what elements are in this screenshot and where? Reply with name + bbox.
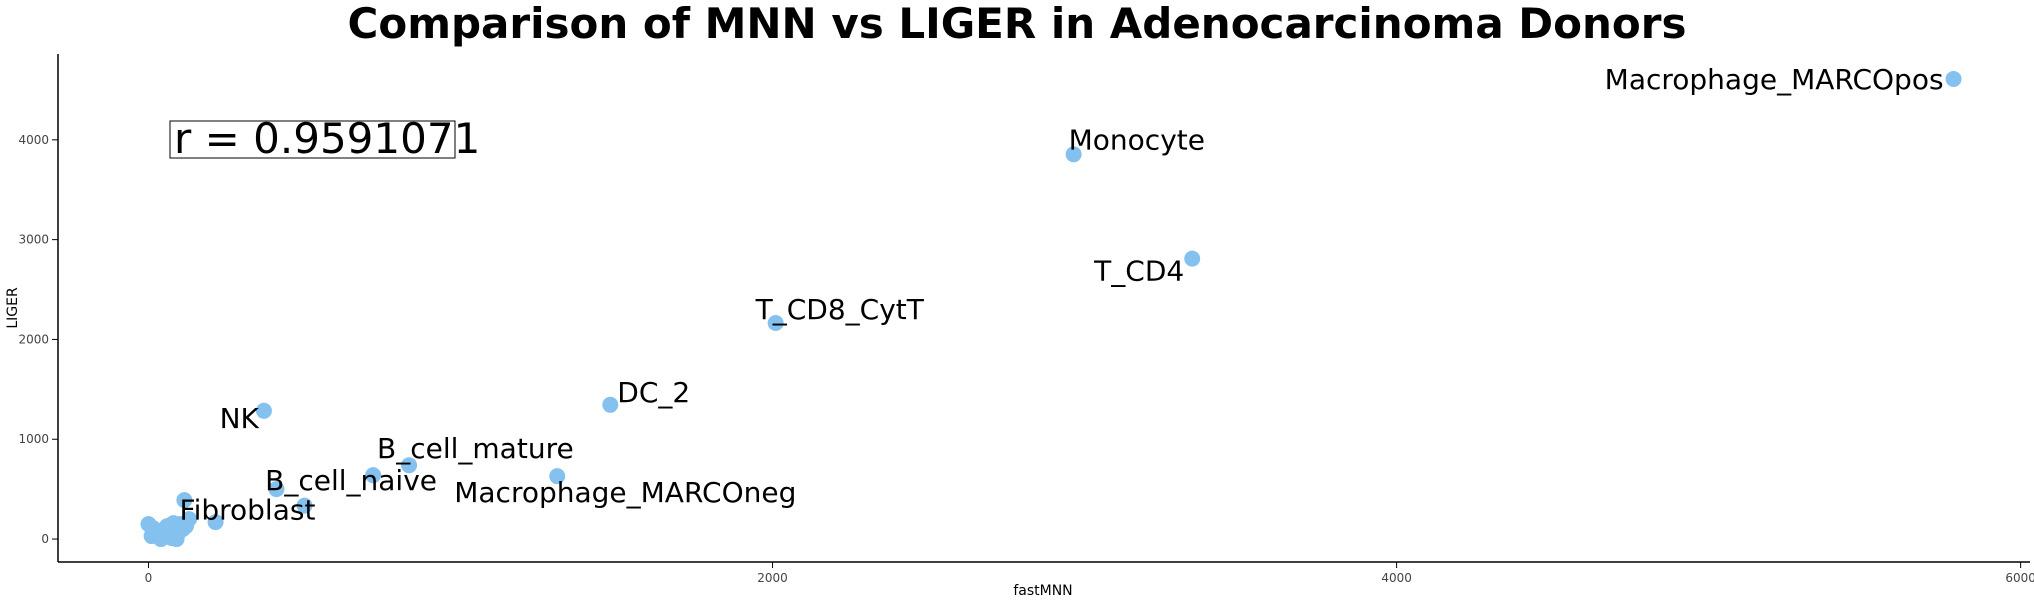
- data-point: [255, 402, 272, 419]
- x-tick-label: 4000: [1381, 571, 1412, 585]
- x-axis-title: fastMNN: [1013, 583, 1072, 599]
- point-label: Macrophage_MARCOpos: [1605, 63, 1944, 96]
- point-label: Macrophage_MARCOneg: [454, 476, 796, 509]
- y-tick-label: 2000: [18, 332, 49, 346]
- data-point: [1065, 146, 1082, 163]
- data-point: [162, 527, 179, 544]
- point-label: NK: [220, 402, 260, 435]
- y-tick-label: 0: [41, 532, 49, 546]
- point-label: B_cell_naive: [265, 464, 437, 497]
- correlation-box: [169, 120, 456, 159]
- data-point: [296, 497, 313, 514]
- data-point: [176, 492, 193, 509]
- chart-title: Comparison of MNN vs LIGER in Adenocarci…: [347, 0, 1687, 48]
- data-point: [401, 457, 418, 474]
- correlation-text: r = 0.9591071: [174, 114, 480, 163]
- x-tick-label: 2000: [757, 571, 788, 585]
- point-label: Fibroblast: [180, 494, 316, 527]
- point-label: T_CD8_CytT: [755, 293, 925, 326]
- data-point: [365, 467, 382, 484]
- correlation-annotation: r = 0.9591071: [169, 114, 480, 163]
- data-point: [602, 396, 619, 413]
- data-point: [268, 481, 285, 498]
- point-label: DC_2: [617, 376, 690, 409]
- point-label: Monocyte: [1069, 123, 1205, 156]
- y-axis-title: LIGER: [5, 287, 21, 329]
- x-tick-label: 6000: [2005, 571, 2034, 585]
- ticks: 0 2000 4000 6000 0 1000 2000 3000 4000: [18, 133, 2034, 585]
- point-labels: Macrophage_MARCOpos Monocyte T_CD4 T_CD8_Cy…: [180, 63, 1944, 527]
- axes: [57, 54, 2030, 563]
- x-tick-label: 0: [145, 571, 153, 585]
- data-point: [1184, 250, 1201, 267]
- y-tick-label: 1000: [18, 432, 49, 446]
- y-tick-label: 3000: [18, 233, 49, 247]
- data-point: [549, 468, 566, 485]
- point-label: T_CD4: [1093, 255, 1184, 288]
- points: [140, 70, 1962, 548]
- data-point: [767, 314, 784, 331]
- data-point: [1945, 70, 1962, 87]
- point-label: B_cell_mature: [377, 432, 574, 465]
- data-point: [207, 514, 224, 531]
- y-tick-label: 4000: [18, 133, 49, 147]
- data-point: [181, 511, 198, 528]
